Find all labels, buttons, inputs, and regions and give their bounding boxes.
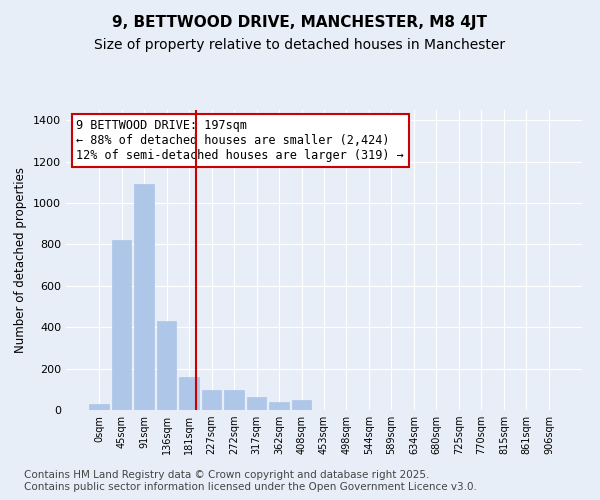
Text: Contains HM Land Registry data © Crown copyright and database right 2025.: Contains HM Land Registry data © Crown c… [24, 470, 430, 480]
Bar [224, 390, 244, 410]
Bar [292, 400, 311, 410]
Y-axis label: Number of detached properties: Number of detached properties [14, 167, 28, 353]
Bar [179, 377, 199, 410]
Bar [89, 404, 109, 410]
Text: 9 BETTWOOD DRIVE: 197sqm
← 88% of detached houses are smaller (2,424)
12% of sem: 9 BETTWOOD DRIVE: 197sqm ← 88% of detach… [76, 119, 404, 162]
Text: Contains public sector information licensed under the Open Government Licence v3: Contains public sector information licen… [24, 482, 477, 492]
Text: 9, BETTWOOD DRIVE, MANCHESTER, M8 4JT: 9, BETTWOOD DRIVE, MANCHESTER, M8 4JT [113, 15, 487, 30]
Bar [112, 240, 131, 410]
Bar [134, 184, 154, 410]
Bar [202, 390, 221, 410]
Bar [269, 402, 289, 410]
Bar [247, 396, 266, 410]
Bar [157, 321, 176, 410]
Text: Size of property relative to detached houses in Manchester: Size of property relative to detached ho… [94, 38, 506, 52]
